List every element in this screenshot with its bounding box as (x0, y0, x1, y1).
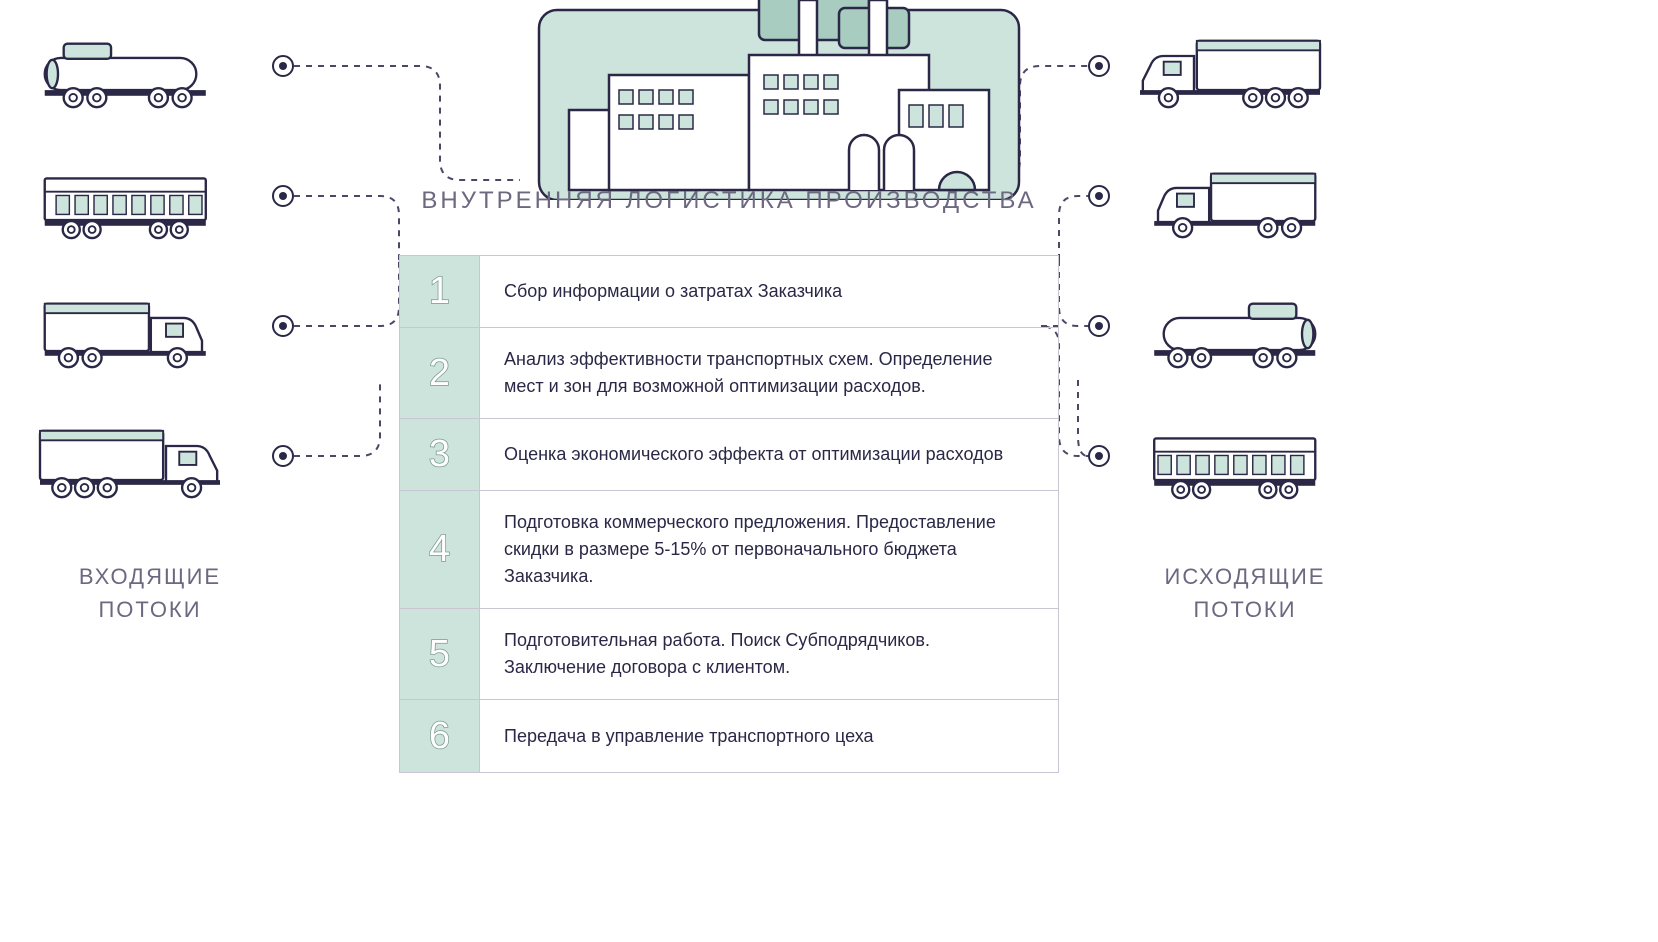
connector-dot (1088, 315, 1110, 337)
outgoing-label: ИСХОДЯЩИЕ ПОТОКИ (1135, 560, 1355, 626)
steps-table: 1Сбор информации о затратах Заказчика2Ан… (399, 255, 1059, 773)
connector-dot (1088, 445, 1110, 467)
connector-dot (272, 445, 294, 467)
step-text: Сбор информации о затратах Заказчика (480, 256, 1058, 327)
step-row: 1Сбор информации о затратах Заказчика (400, 256, 1058, 328)
step-number: 1 (400, 256, 480, 327)
step-text: Оценка экономического эффекта от оптимиз… (480, 419, 1058, 490)
incoming-label-line2: ПОТОКИ (98, 597, 201, 622)
step-row: 4Подготовка коммерческого предложения. П… (400, 491, 1058, 609)
step-number: 4 (400, 491, 480, 608)
truck-long-icon (1130, 20, 1330, 110)
step-text: Подготовительная работа. Поиск Субподряд… (480, 609, 1058, 699)
diagram-canvas: ВХОДЯЩИЕ ПОТОКИ ИСХОДЯЩИЕ ПОТОКИ ВНУТРЕН… (0, 0, 1658, 942)
outgoing-label-line1: ИСХОДЯЩИЕ (1165, 564, 1326, 589)
step-text: Анализ эффективности транспортных схем. … (480, 328, 1058, 418)
connector-dot (1088, 55, 1110, 77)
connector-dot (272, 185, 294, 207)
panel-title: ВНУТРЕННЯЯ ЛОГИСТИКА ПРОИЗВОДСТВА (399, 187, 1059, 215)
step-row: 2Анализ эффективности транспортных схем.… (400, 328, 1058, 419)
tanker-icon (1130, 280, 1330, 370)
incoming-label: ВХОДЯЩИЕ ПОТОКИ (40, 560, 260, 626)
step-row: 5Подготовительная работа. Поиск Субподря… (400, 609, 1058, 700)
step-number: 5 (400, 609, 480, 699)
incoming-label-line1: ВХОДЯЩИЕ (79, 564, 221, 589)
truck-long-icon (30, 410, 230, 500)
railcar-icon (1130, 410, 1330, 500)
tanker-icon (30, 20, 230, 110)
connector-dot (1088, 185, 1110, 207)
center-panel: ВНУТРЕННЯЯ ЛОГИСТИКА ПРОИЗВОДСТВА 1Сбор … (399, 187, 1059, 773)
truck-short-icon (1130, 150, 1330, 240)
step-text: Подготовка коммерческого предложения. Пр… (480, 491, 1058, 608)
step-row: 3Оценка экономического эффекта от оптими… (400, 419, 1058, 491)
outgoing-label-line2: ПОТОКИ (1193, 597, 1296, 622)
step-number: 3 (400, 419, 480, 490)
step-text: Передача в управление транспортного цеха (480, 700, 1058, 772)
connector-dot (272, 55, 294, 77)
step-row: 6Передача в управление транспортного цех… (400, 700, 1058, 772)
railcar-icon (30, 150, 230, 240)
factory-illustration (499, 0, 1059, 200)
step-number: 2 (400, 328, 480, 418)
connector-dot (272, 315, 294, 337)
step-number: 6 (400, 700, 480, 772)
truck-short-icon (30, 280, 230, 370)
